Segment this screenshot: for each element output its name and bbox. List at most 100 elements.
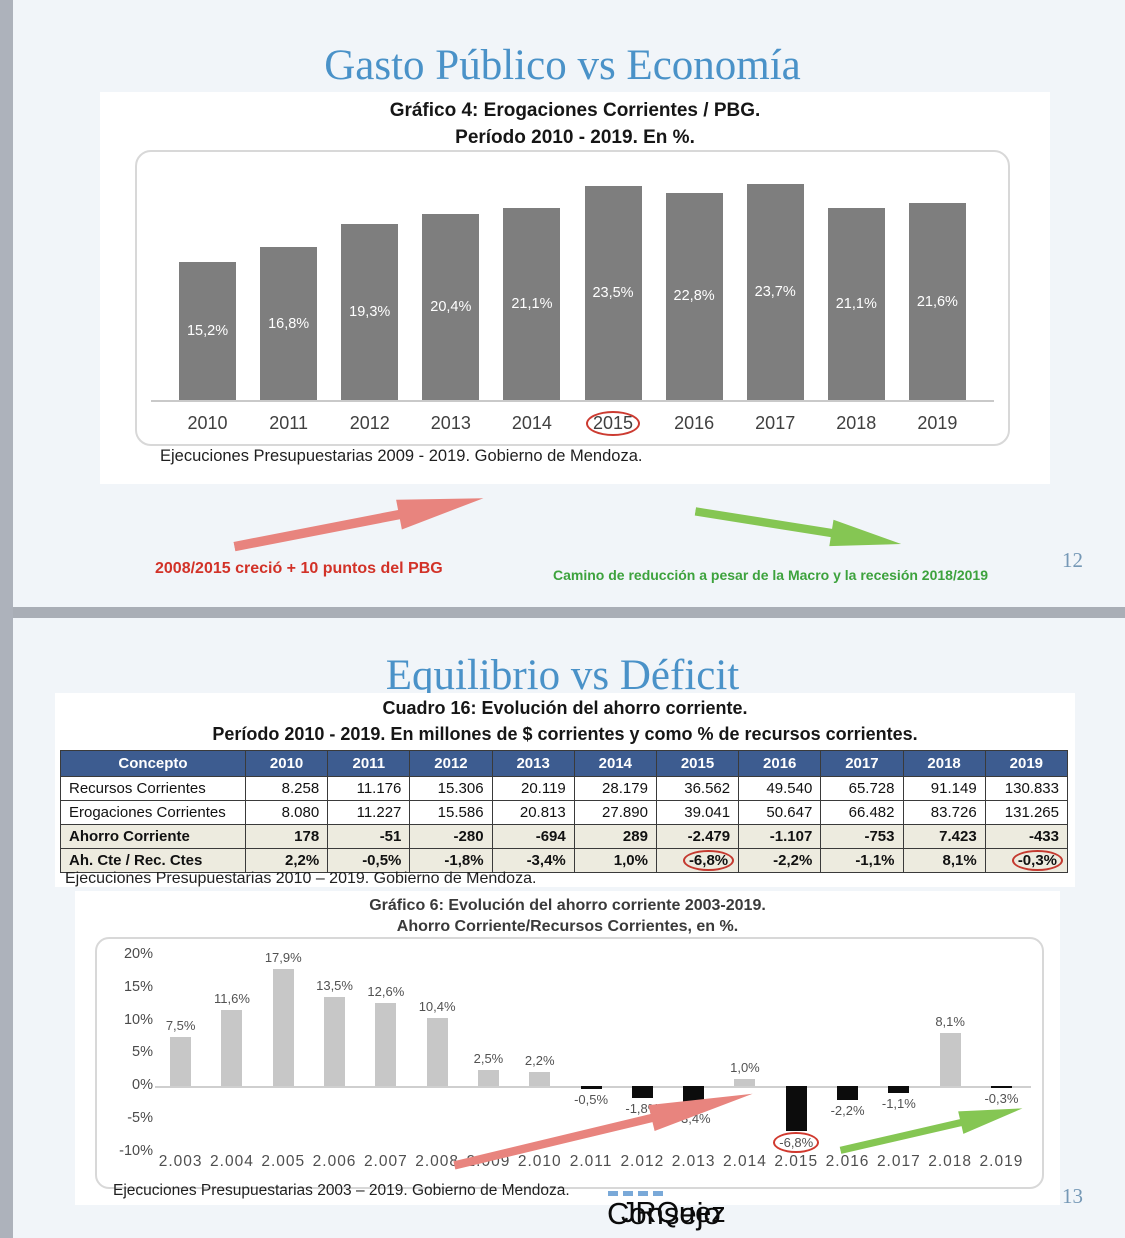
bar <box>785 1086 807 1131</box>
table-cell: 20.813 <box>491 800 575 825</box>
bar: 22,8% <box>665 192 723 400</box>
x-axis-label: 2.019 <box>979 1153 1024 1170</box>
grafico6-subtitle: Ahorro Corriente/Recursos Corrientes, en… <box>396 918 739 935</box>
grafico4-title: Gráfico 4: Erogaciones Corrientes / PBG. <box>389 100 761 121</box>
x-axis-label: 2013 <box>410 406 491 440</box>
bar: 21,6% <box>908 203 966 400</box>
table-row: Ah. Cte / Rec. Ctes 2,2% -0,5% -1,8% -3,4% 1,… <box>60 848 1069 873</box>
table-cell: 49.540 <box>738 776 822 801</box>
column-header: 2019 <box>984 750 1069 777</box>
column-header: 2016 <box>738 750 822 777</box>
x-axis-label: 2.016 <box>825 1153 870 1170</box>
table-cell: -0,3% <box>984 848 1069 873</box>
bar <box>734 1079 756 1086</box>
bar-value-label: 12,6% <box>367 984 405 1000</box>
year-label: 2019 <box>917 412 958 433</box>
table-cell: 7.423 <box>902 824 986 849</box>
column-header: 2013 <box>491 750 575 777</box>
bar-value-label: 21,1% <box>835 296 877 312</box>
cuadro16-header: Concepto 2010 2011 2012 2013 2014 2015 2016 2017… <box>60 750 1069 777</box>
bar-value-label: 16,8% <box>268 315 310 332</box>
bar: 19,3% <box>341 224 399 400</box>
table-cell: 91.149 <box>902 776 986 801</box>
page-number-13: 13 <box>1062 1184 1083 1208</box>
table-cell: 178 <box>244 824 329 849</box>
x-axis-label: 2.004 <box>210 1153 254 1170</box>
year-label: 2011 <box>269 412 308 433</box>
x-axis-label: 2012 <box>329 406 410 440</box>
bar-column: 19,3% <box>329 224 410 400</box>
y-axis-tick-label: -5% <box>127 1110 153 1126</box>
table-cell: 39.041 <box>655 800 740 825</box>
bar-column: 15,2% <box>167 261 248 400</box>
x-axis-label: 2.006 <box>312 1153 357 1170</box>
bar-column: 21,6% <box>897 203 978 400</box>
table-cell: 28.179 <box>573 776 657 801</box>
x-axis-label: 2015 <box>572 406 653 440</box>
bar-column: 21,1% <box>816 208 897 400</box>
grafico6-title: Gráfico 6: Evolución del ahorro corrient… <box>369 897 766 914</box>
bar <box>837 1086 859 1101</box>
year-label: 2010 <box>187 412 228 433</box>
year-label: 2017 <box>755 412 796 433</box>
table-cell: 8.080 <box>244 800 329 825</box>
slide-divider <box>0 607 1125 618</box>
footer-text-layer2: JRQuez <box>621 1197 726 1229</box>
x-axis-label: 2.010 <box>517 1153 562 1170</box>
table-cell: -433 <box>984 824 1069 849</box>
grafico4-x-labels: 2010 2011 2012 2013 2014 2015 2016 2017 2018 2019 <box>167 406 978 440</box>
bar-value-label: 2,2% <box>524 1052 555 1068</box>
table-cell: 2,2% <box>244 848 329 873</box>
circled-value-label: -6,8% <box>773 1131 820 1153</box>
bar: 21,1% <box>503 208 561 400</box>
grafico4-source: Ejecuciones Presupuestarias 2009 - 2019.… <box>160 447 643 465</box>
bar-value-label: 17,9% <box>264 949 302 965</box>
grafico4-bars: 15,2% 16,8% 19,3% 20,4% 21,1% 23,5% 22,8% 23,7%… <box>167 152 978 400</box>
table-cell: -2,2% <box>738 848 822 873</box>
table-cell: 15.306 <box>409 776 493 801</box>
x-axis-label: 2.015 <box>774 1153 819 1170</box>
bar <box>888 1086 910 1094</box>
bar-value-label: 21,1% <box>511 296 553 312</box>
column-header: 2017 <box>820 750 904 777</box>
bar <box>272 968 294 1086</box>
x-axis-label: 2017 <box>735 406 816 440</box>
bar <box>375 1003 397 1086</box>
table-cell: 8.258 <box>244 776 329 801</box>
y-axis-tick-label: 5% <box>132 1044 153 1061</box>
table-cell: -1,1% <box>820 848 904 873</box>
bar-value-label: 23,5% <box>592 285 634 302</box>
bar: 15,2% <box>179 261 237 400</box>
bar-column: 16,8% <box>248 247 329 400</box>
left-edge-strip <box>0 0 13 1238</box>
bar-value-label: -6,8% <box>764 1131 828 1153</box>
y-axis-tick-label: 20% <box>123 946 153 962</box>
year-label: 2013 <box>430 412 471 433</box>
x-axis-label: 2.011 <box>569 1153 613 1170</box>
table-cell: 11.227 <box>327 800 411 825</box>
row-label: Ah. Cte / Rec. Ctes <box>60 848 246 873</box>
column-header: 2010 <box>244 750 329 777</box>
bar: 23,5% <box>584 186 642 400</box>
bar <box>426 1017 448 1086</box>
red-annotation-text: 2008/2015 creció + 10 puntos del PBG <box>155 560 443 577</box>
bar-value-label: 1,0% <box>730 1060 760 1076</box>
bar <box>580 1086 602 1090</box>
table-cell: 15.586 <box>409 800 493 825</box>
green-annotation-text: Camino de reducción a pesar de la Macro … <box>553 567 988 583</box>
x-axis-label: 2010 <box>167 406 248 440</box>
table-cell: -3,4% <box>491 848 575 873</box>
bar-value-label: 21,6% <box>916 293 958 310</box>
y-axis-tick-label: 0% <box>132 1077 153 1094</box>
x-axis-label: 2014 <box>491 406 572 440</box>
blue-dashes-decoration <box>608 1191 663 1196</box>
x-axis-label: 2.012 <box>620 1153 665 1170</box>
bar-value-label: 22,8% <box>673 288 715 305</box>
red-deficit-arrow-icon <box>444 1050 768 1208</box>
bar-column: 23,7% <box>735 184 816 400</box>
bar <box>631 1086 653 1098</box>
bar-value-label: -0,5% <box>574 1092 609 1108</box>
table-cell: 50.647 <box>738 800 822 825</box>
bar-column: 22,8% <box>654 192 735 400</box>
